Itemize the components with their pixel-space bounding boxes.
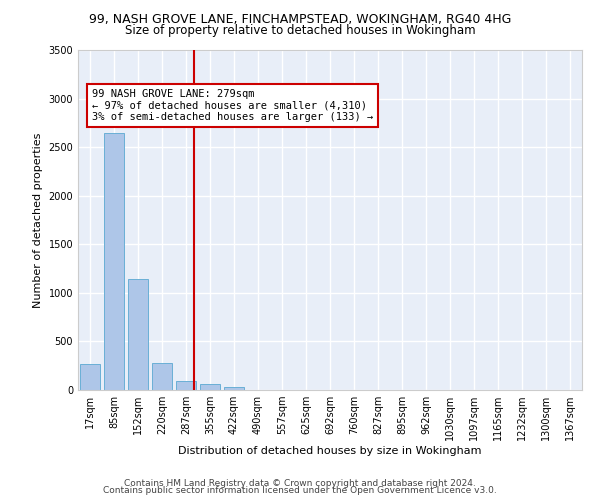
Bar — [224, 386, 244, 390]
X-axis label: Distribution of detached houses by size in Wokingham: Distribution of detached houses by size … — [178, 446, 482, 456]
Text: 99, NASH GROVE LANE, FINCHAMPSTEAD, WOKINGHAM, RG40 4HG: 99, NASH GROVE LANE, FINCHAMPSTEAD, WOKI… — [89, 12, 511, 26]
Y-axis label: Number of detached properties: Number of detached properties — [33, 132, 43, 308]
Bar — [80, 364, 100, 390]
Bar — [104, 132, 124, 390]
Text: Contains public sector information licensed under the Open Government Licence v3: Contains public sector information licen… — [103, 486, 497, 495]
Bar — [152, 363, 172, 390]
Text: 99 NASH GROVE LANE: 279sqm
← 97% of detached houses are smaller (4,310)
3% of se: 99 NASH GROVE LANE: 279sqm ← 97% of deta… — [92, 89, 373, 122]
Bar — [128, 280, 148, 390]
Bar — [200, 384, 220, 390]
Text: Size of property relative to detached houses in Wokingham: Size of property relative to detached ho… — [125, 24, 475, 37]
Text: Contains HM Land Registry data © Crown copyright and database right 2024.: Contains HM Land Registry data © Crown c… — [124, 478, 476, 488]
Bar — [176, 382, 196, 390]
